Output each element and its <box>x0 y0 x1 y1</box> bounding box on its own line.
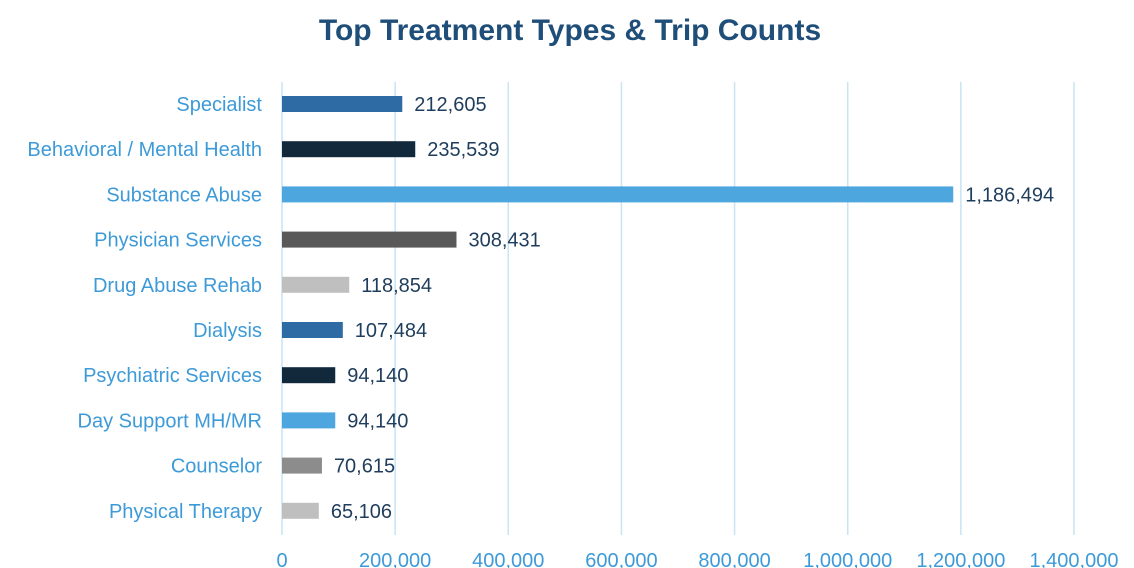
value-label: 65,106 <box>331 501 392 523</box>
x-tick-label: 400,000 <box>472 550 544 568</box>
x-axis-tick-labels: 0 200,000 400,000 600,000 800,000 1,000,000 1,… <box>276 550 1118 568</box>
value-label: 118,854 <box>361 275 432 297</box>
value-label: 107,484 <box>355 320 427 342</box>
chart-title: Top Treatment Types & Trip Counts <box>318 14 822 47</box>
value-label: 308,431 <box>468 230 540 252</box>
value-label: 1,186,494 <box>965 184 1054 206</box>
value-label: 94,140 <box>347 365 408 387</box>
category-label: Substance Abuse <box>106 184 262 206</box>
bar <box>282 457 322 474</box>
bar <box>282 231 457 248</box>
x-tick-label: 1,400,000 <box>1030 550 1119 568</box>
category-label: Psychiatric Services <box>83 365 262 387</box>
category-label: Counselor <box>171 456 263 478</box>
category-label: Behavioral / Mental Health <box>27 139 262 161</box>
bars <box>282 96 954 519</box>
value-label: 212,605 <box>414 94 486 116</box>
x-tick-label: 600,000 <box>585 550 657 568</box>
bar <box>282 502 319 519</box>
gridlines <box>281 82 1075 535</box>
bar <box>282 322 343 338</box>
category-label: Physician Services <box>94 230 262 252</box>
category-labels: Specialist Behavioral / Mental Health Subs… <box>27 94 262 523</box>
x-tick-label: 200,000 <box>359 550 431 568</box>
bar <box>282 186 954 203</box>
bar <box>282 141 416 158</box>
bar <box>282 412 336 429</box>
bar <box>282 276 350 293</box>
category-label: Physical Therapy <box>109 501 262 523</box>
value-label: 70,615 <box>334 456 395 478</box>
category-label: Drug Abuse Rehab <box>93 275 262 297</box>
x-tick-label: 1,000,000 <box>803 550 892 568</box>
x-tick-label: 0 <box>276 550 287 568</box>
category-label: Dialysis <box>193 320 262 342</box>
category-label: Day Support MH/MR <box>78 410 263 432</box>
x-tick-label: 1,200,000 <box>916 550 1005 568</box>
value-label: 235,539 <box>427 139 499 161</box>
category-label: Specialist <box>176 94 262 116</box>
x-tick-label: 800,000 <box>698 550 770 568</box>
bar <box>282 96 403 112</box>
value-labels: 212,605 235,539 1,186,494 308,431 118,854 107… <box>331 94 1054 523</box>
bar <box>282 367 336 384</box>
value-label: 94,140 <box>347 410 408 432</box>
